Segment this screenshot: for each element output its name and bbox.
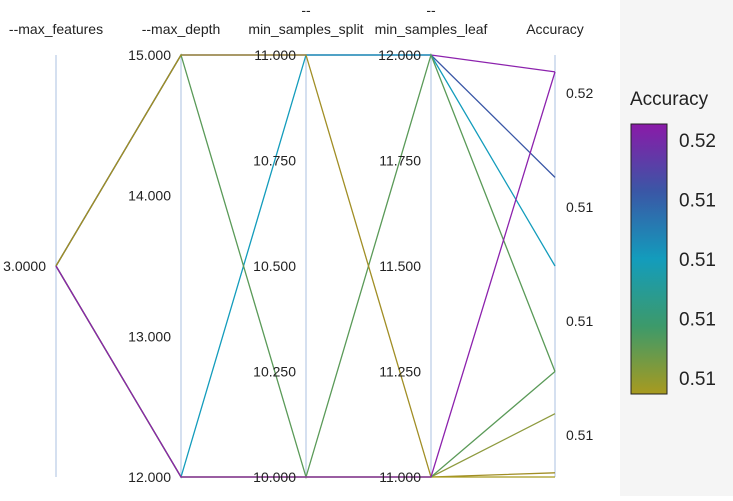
tick-label-min_samples_split: 11.000 <box>254 47 296 63</box>
legend-labels: 0.52 0.51 0.51 0.51 0.51 <box>679 131 716 390</box>
axis-title-min_samples_split: min_samples_split <box>248 21 363 37</box>
tick-label-accuracy: 0.51 <box>566 313 593 329</box>
tick-label-max_features: 3.0000 <box>3 258 46 274</box>
legend-label: 0.51 <box>679 310 716 331</box>
axis-labels: --max_features --max_depth -- min_samples_s… <box>3 2 593 485</box>
run-line <box>55 71 556 478</box>
tick-label-min_samples_split: 10.000 <box>253 469 296 485</box>
axis-title-max_depth: --max_depth <box>142 21 221 37</box>
legend-label: 0.51 <box>679 369 716 390</box>
tick-label-accuracy: 0.51 <box>566 427 593 443</box>
tick-label-max_depth: 13.000 <box>128 328 171 344</box>
tick-label-min_samples_leaf: 11.000 <box>379 469 421 485</box>
legend-svg: Accuracy 0.52 0.51 0.51 0.51 0.51 <box>630 89 716 395</box>
axis-title-prefix-min_samples_split: -- <box>301 2 311 18</box>
legend-label: 0.52 <box>679 131 716 152</box>
tick-label-max_depth: 14.000 <box>128 188 171 204</box>
tick-label-min_samples_split: 10.750 <box>253 153 296 169</box>
run-line <box>55 54 556 478</box>
tick-label-min_samples_leaf: 12.000 <box>378 47 421 63</box>
tick-label-max_depth: 12.000 <box>128 469 171 485</box>
tick-label-accuracy: 0.51 <box>566 199 593 215</box>
axis-lines <box>55 55 556 477</box>
axis-title-max_features: --max_features <box>9 21 103 37</box>
tick-label-min_samples_leaf: 11.500 <box>379 258 421 274</box>
axis-title-min_samples_leaf: min_samples_leaf <box>375 21 488 37</box>
tick-label-min_samples_split: 10.250 <box>253 364 296 380</box>
tick-label-accuracy: 0.52 <box>566 85 593 101</box>
legend-label: 0.51 <box>679 191 716 212</box>
legend-label: 0.51 <box>679 250 716 271</box>
axis-title-accuracy: Accuracy <box>526 21 584 37</box>
tick-label-min_samples_split: 10.500 <box>253 258 296 274</box>
parallel-coordinates-plot: --max_features --max_depth -- min_samples_s… <box>3 2 594 485</box>
color-legend: Accuracy 0.52 0.51 0.51 0.51 0.51 <box>620 0 733 496</box>
chart-svg: --max_features --max_depth -- min_samples_s… <box>3 2 593 485</box>
axis-title-prefix-min_samples_leaf: -- <box>426 2 436 18</box>
tick-label-max_depth: 15.000 <box>128 47 171 63</box>
run-lines <box>55 52 556 480</box>
legend-color-bar <box>630 123 668 395</box>
legend-title: Accuracy <box>630 89 709 110</box>
tick-label-min_samples_leaf: 11.750 <box>379 153 421 169</box>
tick-label-min_samples_leaf: 11.250 <box>379 364 421 380</box>
